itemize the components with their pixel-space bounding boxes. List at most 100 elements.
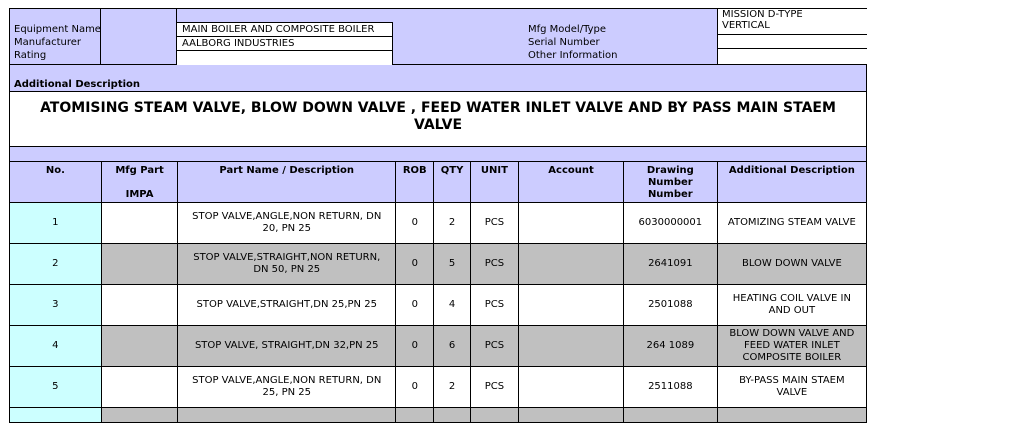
row-part-name: STOP VALVE,ANGLE,NON RETURN, DN 25, PN 2…	[177, 366, 397, 408]
equipment-name-label: Equipment Name	[14, 24, 101, 35]
table-row: 1 STOP VALVE,ANGLE,NON RETURN, DN 20, PN…	[9, 202, 868, 244]
rating-value	[177, 51, 392, 65]
document-title: ATOMISING STEAM VALVE, BLOW DOWN VALVE ,…	[9, 91, 867, 147]
col-header-impa: IMPA	[125, 189, 154, 200]
row-additional-description: BLOW DOWN VALVE	[716, 243, 868, 285]
row-unit	[469, 407, 520, 423]
manufacturer-label: Manufacturer	[14, 37, 81, 48]
equipment-header: Equipment Name Manufacturer Rating MAIN …	[9, 8, 867, 65]
row-account	[518, 407, 624, 423]
row-additional-description: ATOMIZING STEAM VALVE	[716, 202, 868, 244]
mfg-model-line1: MISSION D-TYPE	[722, 9, 803, 20]
row-rob	[395, 407, 435, 423]
header-divider	[100, 9, 101, 64]
table-body: 1 STOP VALVE,ANGLE,NON RETURN, DN 20, PN…	[9, 202, 868, 423]
row-drawing-number: 2501088	[622, 284, 718, 326]
col-header-qty: QTY	[433, 161, 471, 203]
row-unit: PCS	[469, 325, 520, 367]
mfg-model-line2: VERTICAL	[722, 20, 770, 31]
row-part-name	[177, 407, 397, 423]
row-part-name: STOP VALVE,STRAIGHT,DN 25,PN 25	[177, 284, 397, 326]
row-rob: 0	[395, 243, 435, 285]
col-header-additional-description: Additional Description	[716, 161, 868, 203]
row-mfg-part	[100, 202, 179, 244]
row-unit: PCS	[469, 284, 520, 326]
serial-number-value	[718, 35, 867, 49]
row-no: 5	[9, 366, 102, 408]
row-part-name: STOP VALVE, STRAIGHT,DN 32,PN 25	[177, 325, 397, 367]
rating-label: Rating	[14, 50, 47, 61]
row-additional-description: HEATING COIL VALVE IN AND OUT	[716, 284, 868, 326]
row-account	[518, 202, 624, 244]
row-mfg-part	[100, 407, 179, 423]
equipment-name-value: MAIN BOILER AND COMPOSITE BOILER	[177, 23, 392, 37]
row-account	[518, 284, 624, 326]
row-no: 4	[9, 325, 102, 367]
header-labels-right: Mfg Model/Type Serial Number Other Infor…	[528, 23, 708, 62]
parts-table: No. Mfg Part IMPA Part Name / Descriptio…	[9, 161, 868, 423]
row-additional-description: BLOW DOWN VALVE AND FEED WATER INLET COM…	[716, 325, 868, 367]
other-information-label: Other Information	[528, 50, 618, 61]
row-rob: 0	[395, 202, 435, 244]
row-qty	[433, 407, 471, 423]
col-header-account: Account	[518, 161, 624, 203]
row-drawing-number: 6030000001	[622, 202, 718, 244]
row-drawing-number: 2511088	[622, 366, 718, 408]
col-header-rob: ROB	[395, 161, 435, 203]
col-header-part-name: Part Name / Description	[177, 161, 397, 203]
table-row: 5 STOP VALVE,ANGLE,NON RETURN, DN 25, PN…	[9, 366, 868, 408]
col-header-mfg-part: Mfg Part IMPA	[100, 161, 179, 203]
row-mfg-part	[100, 243, 179, 285]
row-part-name: STOP VALVE,STRAIGHT,NON RETURN, DN 50, P…	[177, 243, 397, 285]
mfg-model-label: Mfg Model/Type	[528, 24, 607, 35]
row-rob: 0	[395, 325, 435, 367]
parts-document: Equipment Name Manufacturer Rating MAIN …	[9, 8, 868, 423]
row-qty: 6	[433, 325, 471, 367]
col-header-drawing-line2: Number	[647, 177, 693, 188]
col-header-drawing-line1: Drawing	[646, 165, 694, 176]
row-no: 3	[9, 284, 102, 326]
col-header-mfg-part-line1: Mfg Part	[115, 165, 164, 176]
row-drawing-number: 264 1089	[622, 325, 718, 367]
header-labels-left: Equipment Name Manufacturer Rating	[14, 23, 102, 62]
row-no: 1	[9, 202, 102, 244]
manufacturer-value: AALBORG INDUSTRIES	[177, 37, 392, 51]
row-qty: 4	[433, 284, 471, 326]
row-rob: 0	[395, 366, 435, 408]
row-part-name: STOP VALVE,ANGLE,NON RETURN, DN 20, PN 2…	[177, 202, 397, 244]
mfg-model-value: MISSION D-TYPE VERTICAL	[718, 9, 867, 35]
row-qty: 5	[433, 243, 471, 285]
row-qty: 2	[433, 202, 471, 244]
table-row: 2 STOP VALVE,STRAIGHT,NON RETURN, DN 50,…	[9, 243, 868, 285]
other-information-value	[718, 49, 867, 63]
equipment-values: MAIN BOILER AND COMPOSITE BOILER AALBORG…	[176, 9, 393, 65]
table-row	[9, 407, 868, 423]
row-unit: PCS	[469, 243, 520, 285]
mfg-model-values: MISSION D-TYPE VERTICAL	[717, 9, 867, 64]
row-qty: 2	[433, 366, 471, 408]
col-header-drawing-number: Drawing Number Number	[622, 161, 718, 203]
col-header-unit: UNIT	[469, 161, 520, 203]
row-no	[9, 407, 102, 423]
row-unit: PCS	[469, 202, 520, 244]
row-account	[518, 325, 624, 367]
row-additional-description	[716, 407, 868, 423]
row-additional-description: BY-PASS MAIN STAEM VALVE	[716, 366, 868, 408]
row-mfg-part	[100, 366, 179, 408]
col-header-no: No.	[9, 161, 102, 203]
row-mfg-part	[100, 284, 179, 326]
row-unit: PCS	[469, 366, 520, 408]
row-account	[518, 243, 624, 285]
row-account	[518, 366, 624, 408]
table-header-row: No. Mfg Part IMPA Part Name / Descriptio…	[9, 161, 868, 203]
table-row: 3 STOP VALVE,STRAIGHT,DN 25,PN 25 0 4 PC…	[9, 284, 868, 326]
row-mfg-part	[100, 325, 179, 367]
table-row: 4 STOP VALVE, STRAIGHT,DN 32,PN 25 0 6 P…	[9, 325, 868, 367]
serial-number-label: Serial Number	[528, 37, 600, 48]
row-no: 2	[9, 243, 102, 285]
additional-description-label: Additional Description	[9, 65, 867, 91]
col-header-drawing-line3: Number	[647, 189, 693, 200]
row-drawing-number: 2641091	[622, 243, 718, 285]
row-drawing-number	[622, 407, 718, 423]
spacer-bar	[9, 147, 867, 161]
